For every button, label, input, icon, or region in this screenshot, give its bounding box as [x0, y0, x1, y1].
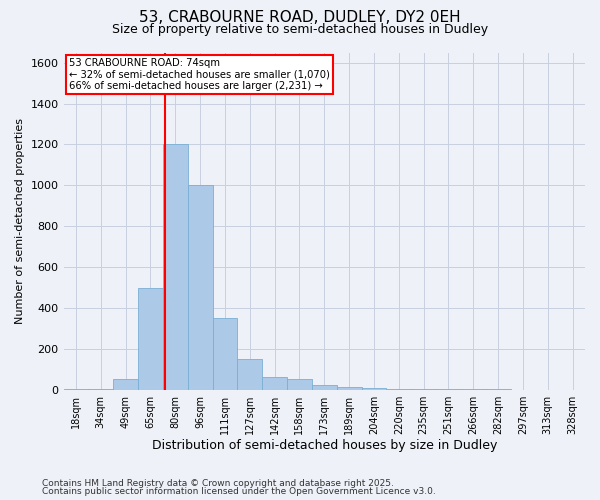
Bar — [386, 388, 411, 390]
Bar — [262, 378, 287, 390]
Bar — [362, 388, 386, 390]
Text: Contains HM Land Registry data © Crown copyright and database right 2025.: Contains HM Land Registry data © Crown c… — [42, 478, 394, 488]
Text: Contains public sector information licensed under the Open Government Licence v3: Contains public sector information licen… — [42, 487, 436, 496]
Bar — [287, 380, 312, 390]
Text: 53, CRABOURNE ROAD, DUDLEY, DY2 0EH: 53, CRABOURNE ROAD, DUDLEY, DY2 0EH — [139, 10, 461, 25]
X-axis label: Distribution of semi-detached houses by size in Dudley: Distribution of semi-detached houses by … — [152, 440, 497, 452]
Bar — [337, 386, 362, 390]
Y-axis label: Number of semi-detached properties: Number of semi-detached properties — [15, 118, 25, 324]
Text: 53 CRABOURNE ROAD: 74sqm
← 32% of semi-detached houses are smaller (1,070)
66% o: 53 CRABOURNE ROAD: 74sqm ← 32% of semi-d… — [69, 58, 329, 91]
Bar — [113, 380, 138, 390]
Bar — [188, 186, 212, 390]
Bar — [238, 359, 262, 390]
Bar — [163, 144, 188, 390]
Bar — [138, 288, 163, 390]
Bar — [212, 318, 238, 390]
Bar — [312, 384, 337, 390]
Text: Size of property relative to semi-detached houses in Dudley: Size of property relative to semi-detach… — [112, 22, 488, 36]
